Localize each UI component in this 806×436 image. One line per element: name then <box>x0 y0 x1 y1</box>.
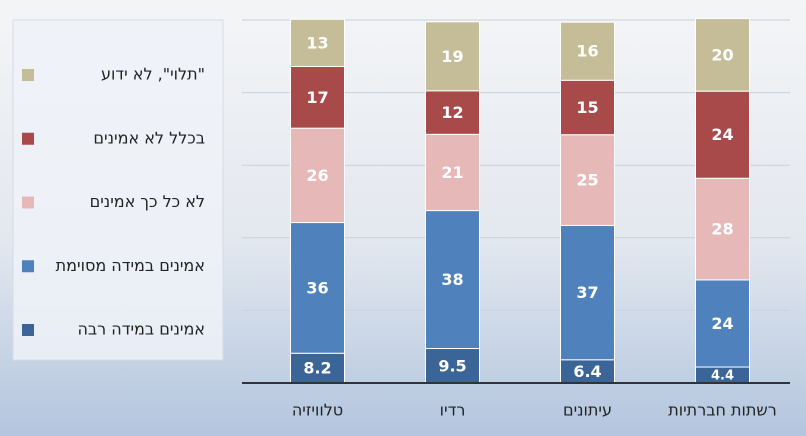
legend-swatch <box>22 69 34 81</box>
value-label: 36 <box>306 278 328 297</box>
bar-segment <box>695 90 750 179</box>
legend-swatch <box>22 132 34 145</box>
value-label: 19 <box>441 47 463 66</box>
value-label: 37 <box>576 283 598 302</box>
legend-label: אמינים במידה מסוימת <box>56 256 205 275</box>
x-tick-label: רשתות חברתיות <box>668 401 777 420</box>
value-label: 12 <box>441 103 463 122</box>
bar-segment <box>560 134 615 226</box>
legend-swatch <box>22 260 34 273</box>
value-label: 4.4 <box>711 369 734 384</box>
value-label: 8.2 <box>303 359 331 378</box>
value-label: 13 <box>306 33 328 52</box>
value-label: 20 <box>711 45 733 64</box>
bar-segment <box>560 21 615 81</box>
value-label: 28 <box>711 220 733 239</box>
bar-segment <box>425 133 480 212</box>
value-label: 21 <box>441 163 463 182</box>
bar-segment <box>425 21 480 92</box>
bar-segment <box>290 222 345 354</box>
legend-swatch <box>22 324 34 336</box>
legend-label: "תלוי", לא ידוע <box>101 65 205 84</box>
bar-segment <box>695 279 750 368</box>
legend-box <box>12 19 224 361</box>
bar-segment <box>560 224 615 361</box>
bar-segment <box>425 210 480 350</box>
value-label: 24 <box>711 125 733 144</box>
bar-segment <box>290 65 345 129</box>
bar-segment <box>695 18 750 92</box>
value-label: 24 <box>711 314 733 333</box>
legend-swatch <box>22 196 34 209</box>
value-label: 17 <box>306 88 328 107</box>
bar-segment <box>290 18 345 67</box>
bar-segment <box>695 177 750 281</box>
value-label: 25 <box>576 171 598 190</box>
x-tick-label: עיתונים <box>563 401 612 420</box>
legend-label: בכלל לא אמינים <box>93 128 205 147</box>
bar-segment <box>425 90 480 135</box>
x-tick-label: טלוויזיה <box>292 401 343 420</box>
value-label: 15 <box>576 98 598 117</box>
legend-label: אמינים במידה רבה <box>77 320 205 339</box>
value-label: 38 <box>441 270 463 289</box>
value-label: 6.4 <box>573 362 601 381</box>
value-label: 16 <box>576 42 598 61</box>
value-label: 9.5 <box>438 356 466 375</box>
x-tick-label: רדיו <box>440 401 466 420</box>
value-label: 26 <box>306 166 328 185</box>
legend-label: לא כל כך אמינים <box>90 192 205 211</box>
bar-segment <box>290 127 345 224</box>
bar-segment <box>560 79 615 136</box>
